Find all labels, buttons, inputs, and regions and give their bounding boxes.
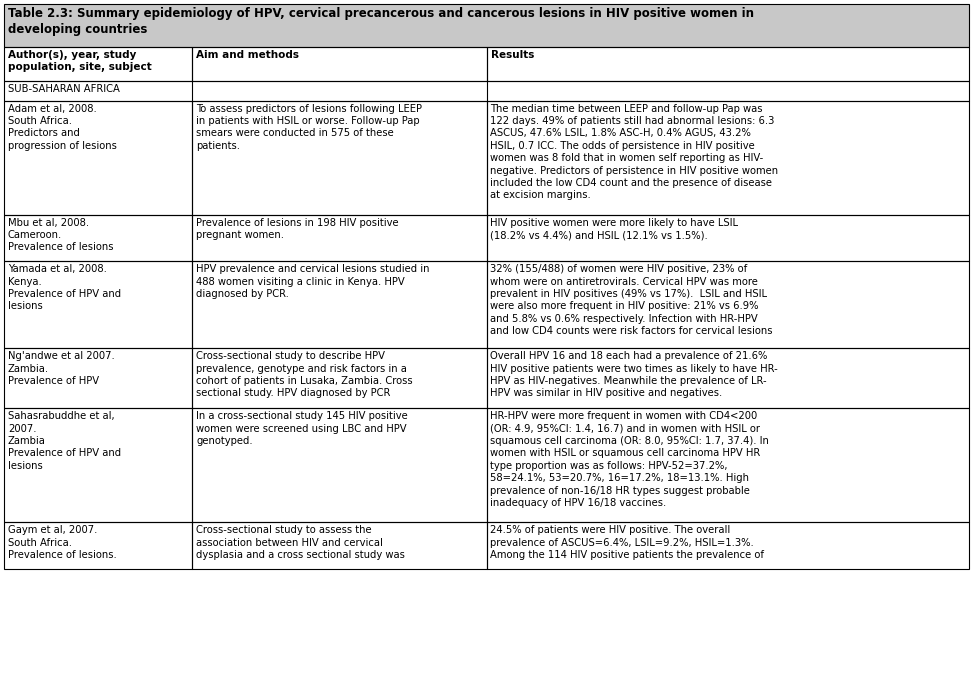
Bar bbox=[193, 215, 486, 262]
Text: Author(s), year, study
population, site, subject: Author(s), year, study population, site,… bbox=[8, 50, 152, 72]
Bar bbox=[4, 262, 193, 348]
Text: Adam et al, 2008.
South Africa.
Predictors and
progression of lesions: Adam et al, 2008. South Africa. Predicto… bbox=[8, 104, 117, 151]
Bar bbox=[193, 522, 486, 569]
Bar bbox=[486, 262, 969, 348]
Text: Prevalence of lesions in 198 HIV positive
pregnant women.: Prevalence of lesions in 198 HIV positiv… bbox=[197, 218, 399, 240]
Bar bbox=[193, 348, 486, 408]
Bar bbox=[193, 262, 486, 348]
Bar bbox=[486, 47, 969, 81]
Bar bbox=[4, 215, 193, 262]
Text: To assess predictors of lesions following LEEP
in patients with HSIL or worse. F: To assess predictors of lesions followin… bbox=[197, 104, 422, 151]
Text: SUB-SAHARAN AFRICA: SUB-SAHARAN AFRICA bbox=[8, 84, 120, 94]
Text: Cross-sectional study to assess the
association between HIV and cervical
dysplas: Cross-sectional study to assess the asso… bbox=[197, 525, 405, 560]
Bar bbox=[486, 348, 969, 408]
Text: Cross-sectional study to describe HPV
prevalence, genotype and risk factors in a: Cross-sectional study to describe HPV pr… bbox=[197, 351, 413, 398]
Text: Yamada et al, 2008.
Kenya.
Prevalence of HPV and
lesions: Yamada et al, 2008. Kenya. Prevalence of… bbox=[8, 264, 121, 311]
Text: Gaym et al, 2007.
South Africa.
Prevalence of lesions.: Gaym et al, 2007. South Africa. Prevalen… bbox=[8, 525, 117, 560]
Bar bbox=[4, 4, 969, 47]
Bar bbox=[4, 47, 193, 81]
Text: Results: Results bbox=[490, 50, 534, 60]
Bar bbox=[4, 348, 193, 408]
Text: In a cross-sectional study 145 HIV positive
women were screened using LBC and HP: In a cross-sectional study 145 HIV posit… bbox=[197, 411, 408, 446]
Text: Mbu et al, 2008.
Cameroon.
Prevalence of lesions: Mbu et al, 2008. Cameroon. Prevalence of… bbox=[8, 218, 114, 253]
Text: HIV positive women were more likely to have LSIL
(18.2% vs 4.4%) and HSIL (12.1%: HIV positive women were more likely to h… bbox=[490, 218, 739, 240]
Bar bbox=[4, 81, 969, 101]
Text: Table 2.3: Summary epidemiology of HPV, cervical precancerous and cancerous lesi: Table 2.3: Summary epidemiology of HPV, … bbox=[8, 7, 754, 36]
Text: HPV prevalence and cervical lesions studied in
488 women visiting a clinic in Ke: HPV prevalence and cervical lesions stud… bbox=[197, 264, 430, 299]
Bar bbox=[193, 47, 486, 81]
Bar bbox=[4, 408, 193, 522]
Bar bbox=[4, 101, 193, 215]
Text: Overall HPV 16 and 18 each had a prevalence of 21.6%
HIV positive patients were : Overall HPV 16 and 18 each had a prevale… bbox=[490, 351, 778, 398]
Text: Ng'andwe et al 2007.
Zambia.
Prevalence of HPV: Ng'andwe et al 2007. Zambia. Prevalence … bbox=[8, 351, 115, 386]
Text: The median time between LEEP and follow-up Pap was
122 days. 49% of patients sti: The median time between LEEP and follow-… bbox=[490, 104, 778, 200]
Text: HR-HPV were more frequent in women with CD4<200
(OR: 4.9, 95%CI: 1.4, 16.7) and : HR-HPV were more frequent in women with … bbox=[490, 411, 770, 508]
Bar bbox=[486, 101, 969, 215]
Text: Sahasrabuddhe et al,
2007.
Zambia
Prevalence of HPV and
lesions: Sahasrabuddhe et al, 2007. Zambia Preval… bbox=[8, 411, 121, 471]
Bar bbox=[4, 522, 193, 569]
Text: 32% (155/488) of women were HIV positive, 23% of
whom were on antiretrovirals. C: 32% (155/488) of women were HIV positive… bbox=[490, 264, 773, 336]
Bar bbox=[193, 101, 486, 215]
Bar bbox=[193, 408, 486, 522]
Bar bbox=[486, 408, 969, 522]
Bar bbox=[486, 522, 969, 569]
Text: 24.5% of patients were HIV positive. The overall
prevalence of ASCUS=6.4%, LSIL=: 24.5% of patients were HIV positive. The… bbox=[490, 525, 765, 560]
Text: Aim and methods: Aim and methods bbox=[197, 50, 299, 60]
Bar bbox=[486, 215, 969, 262]
